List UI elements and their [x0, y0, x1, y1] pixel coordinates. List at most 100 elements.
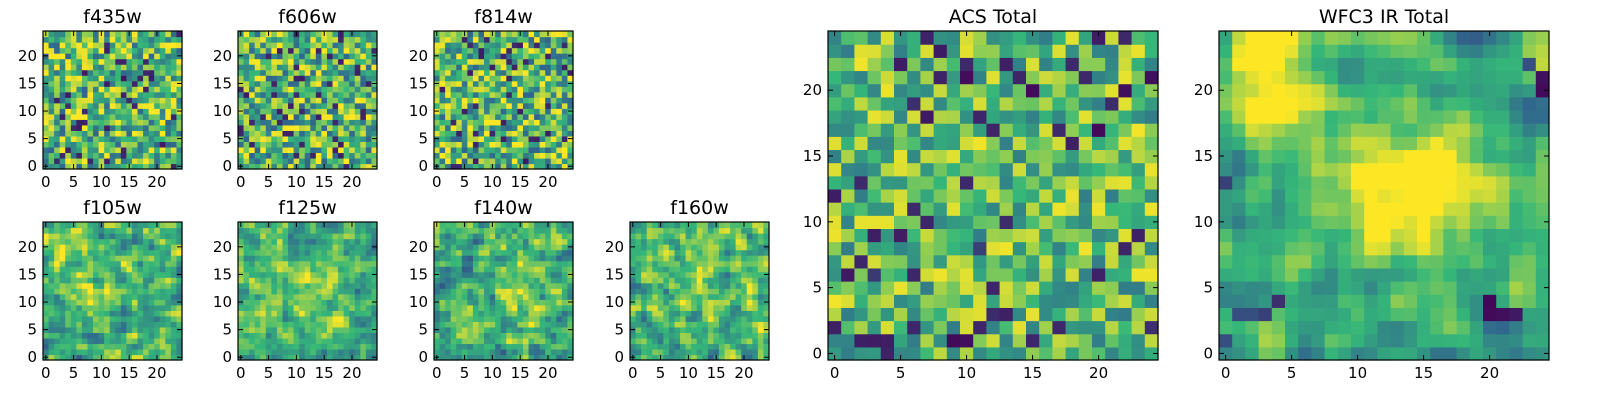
heatmap-cell — [115, 304, 122, 311]
heatmap-cell — [310, 97, 317, 104]
heatmap-cell — [1144, 294, 1159, 308]
heatmap-cell — [54, 315, 61, 322]
heatmap-cell — [288, 315, 295, 322]
heatmap-cell — [76, 238, 83, 245]
heatmap-cell — [567, 233, 574, 240]
heatmap-cell — [467, 86, 474, 93]
heatmap-cell — [668, 277, 676, 284]
heatmap-cell — [680, 304, 687, 311]
heatmap-cell — [707, 337, 714, 345]
heatmap-cell — [65, 282, 72, 289]
heatmap-cell — [539, 80, 546, 87]
heatmap-cell — [752, 354, 759, 361]
heatmap-cell — [81, 255, 89, 262]
heatmap-cell — [260, 130, 267, 137]
heatmap-cell — [299, 310, 306, 317]
heatmap-cell — [696, 310, 703, 317]
heatmap-cell — [1039, 320, 1053, 335]
heatmap-cell — [288, 310, 295, 317]
heatmap-cell — [567, 332, 574, 339]
heatmap-cell — [630, 260, 637, 267]
heatmap-cell — [321, 135, 328, 142]
heatmap-cell — [517, 86, 524, 93]
heatmap-cell — [506, 157, 513, 165]
heatmap-cell — [986, 267, 1001, 282]
heatmap-cell — [1092, 228, 1106, 243]
heatmap-cell — [1105, 267, 1119, 282]
heatmap-cell — [120, 348, 127, 356]
heatmap-cell — [154, 244, 161, 251]
heatmap-cell — [478, 337, 485, 345]
heatmap-cell — [81, 348, 89, 356]
heatmap-cell — [528, 260, 535, 267]
heatmap-cell — [315, 69, 322, 76]
heatmap-cell — [1026, 215, 1040, 229]
heatmap-cell — [249, 53, 256, 60]
heatmap-cell — [735, 266, 742, 273]
heatmap-cell — [249, 75, 256, 82]
heatmap-cell — [635, 293, 642, 300]
heatmap-cell — [696, 260, 703, 267]
heatmap-cell — [243, 233, 250, 240]
heatmap-cell — [338, 75, 345, 82]
heatmap-cell — [321, 337, 328, 345]
heatmap-cell — [365, 277, 373, 284]
heatmap-cell — [489, 119, 496, 126]
heatmap-cell — [360, 152, 367, 159]
heatmap-cell — [545, 255, 552, 262]
heatmap-cell — [109, 271, 116, 278]
heatmap-cell — [131, 310, 139, 317]
heatmap-cell — [668, 282, 676, 289]
heatmap-cell — [907, 254, 921, 269]
heatmap-cell — [282, 260, 289, 267]
heatmap-cell — [567, 36, 574, 43]
heatmap-cell — [93, 157, 100, 165]
heatmap-cell — [630, 266, 637, 273]
heatmap-cell — [371, 293, 378, 300]
heatmap-cell — [98, 102, 105, 109]
heatmap-cell — [707, 321, 714, 328]
heatmap-cell — [48, 146, 55, 154]
heatmap-cell — [841, 215, 855, 229]
heatmap-cell — [674, 343, 681, 350]
heatmap-cell — [550, 102, 557, 109]
heatmap-cell — [48, 348, 55, 356]
heatmap-cell — [260, 108, 267, 115]
heatmap-cell — [674, 288, 681, 295]
heatmap-cell — [506, 244, 513, 251]
heatmap-cell — [461, 152, 468, 159]
heatmap-cell — [933, 320, 948, 335]
heatmap-cell — [154, 86, 161, 93]
heatmap-cell — [59, 124, 66, 131]
heatmap-cell — [109, 266, 116, 273]
heatmap-cell — [746, 321, 753, 328]
heatmap-cell — [439, 271, 446, 278]
heatmap-cell — [59, 130, 66, 137]
heatmap-cell — [478, 135, 485, 142]
heatmap-cell — [467, 102, 474, 109]
heatmap-cell — [115, 288, 122, 295]
heatmap-cell — [315, 304, 322, 311]
heatmap-cell — [371, 146, 378, 154]
heatmap-cell — [920, 215, 935, 229]
heatmap-cell — [276, 58, 284, 65]
heatmap-cell — [315, 255, 322, 262]
heatmap-cell — [354, 58, 361, 65]
heatmap-cell — [143, 326, 150, 333]
heatmap-cell — [137, 222, 144, 229]
heatmap-cell — [511, 119, 518, 126]
heatmap-cell — [288, 152, 295, 159]
heatmap-cell — [326, 321, 334, 328]
heatmap-cell — [450, 36, 457, 43]
heatmap-cell — [170, 152, 178, 159]
heatmap-cell — [282, 354, 289, 361]
heatmap-cell — [854, 241, 869, 256]
heatmap-cell — [973, 175, 987, 190]
heatmap-cell — [545, 326, 552, 333]
heatmap-cell — [973, 215, 987, 229]
heatmap-cell — [445, 332, 452, 339]
heatmap-cell — [304, 47, 311, 54]
heatmap-cell — [360, 42, 367, 49]
heatmap-cell — [365, 53, 373, 60]
heatmap-cell — [550, 321, 557, 328]
